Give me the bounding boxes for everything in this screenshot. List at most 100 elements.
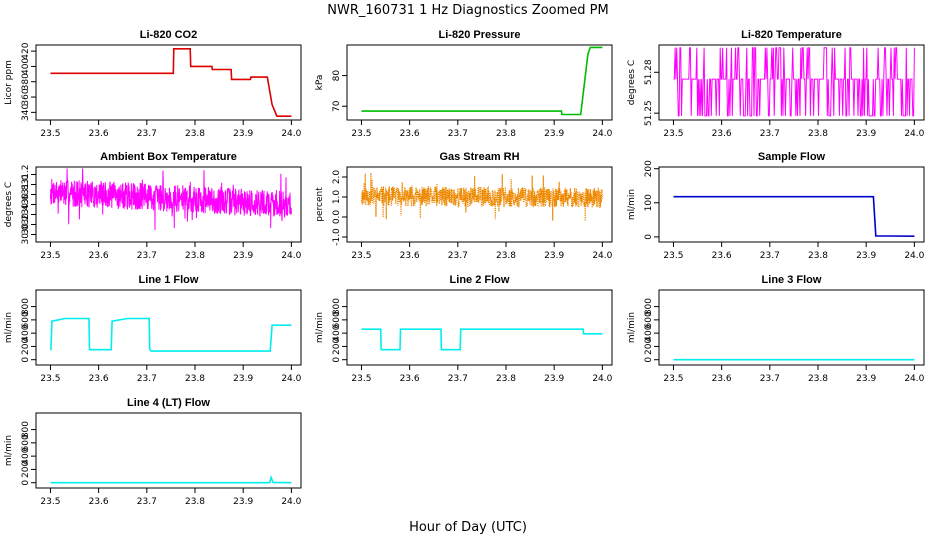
x-tick-label: 23.9 <box>233 129 253 139</box>
series-group <box>50 317 292 352</box>
x-tick-label: 24.0 <box>904 129 924 139</box>
y-axis-label: ml/min <box>4 312 14 343</box>
y-tick-label: 340 <box>21 103 31 120</box>
x-tick-label: 24.0 <box>904 374 924 384</box>
x-tick-label: 23.7 <box>448 129 468 139</box>
y-axis-label: degrees C <box>627 60 637 105</box>
y-tick-label: 200 <box>644 338 654 355</box>
y-tick-label: 31.0 <box>21 174 31 194</box>
x-tick-label: 23.6 <box>89 497 109 507</box>
series-group <box>361 328 603 351</box>
panel-title: Ambient Box Temperature <box>100 151 237 163</box>
panel-title: Gas Stream RH <box>439 151 519 163</box>
x-tick-label: 23.6 <box>712 251 732 261</box>
panel-title: Line 4 (LT) Flow <box>127 397 210 409</box>
y-tick-label: 600 <box>644 311 654 328</box>
series-line <box>361 328 603 351</box>
series-line <box>50 47 292 117</box>
series-group <box>361 46 603 116</box>
x-tick-label: 23.5 <box>351 374 371 384</box>
x-tick-label: 23.8 <box>808 129 828 139</box>
y-tick-label: 51.25 <box>644 100 654 126</box>
panel-title: Line 3 Flow <box>762 274 822 286</box>
plot-frame <box>35 289 302 366</box>
y-tick-label: 30.4 <box>21 204 31 224</box>
y-tick-label: 380 <box>21 73 31 90</box>
figure-x-axis-label: Hour of Day (UTC) <box>409 520 527 535</box>
y-tick-label: 200 <box>332 338 342 355</box>
y-tick-label: -1.0 <box>332 228 342 246</box>
x-tick-label: 23.7 <box>137 497 157 507</box>
series-line <box>50 317 292 352</box>
plot-frame <box>346 289 613 366</box>
x-tick-label: 24.0 <box>904 251 924 261</box>
y-tick-label: 0 <box>644 357 654 363</box>
y-tick-label: 400 <box>21 447 31 464</box>
x-tick-label: 23.9 <box>856 251 876 261</box>
x-tick-label: 23.5 <box>663 251 683 261</box>
y-tick-label: 800 <box>21 298 31 315</box>
x-tick-label: 23.7 <box>760 374 780 384</box>
panel-li-820-co2: Li-820 CO2 23.5 23.6 23.7 23.8 23.9 24.0 340360… <box>4 29 302 139</box>
x-tick-label: 23.5 <box>40 374 60 384</box>
panel-title: Line 1 Flow <box>139 274 199 286</box>
plot-frame <box>658 44 925 121</box>
y-tick-label: 400 <box>21 324 31 341</box>
y-tick-label: 30.8 <box>21 184 31 204</box>
y-axis-label: kPa <box>315 75 325 91</box>
x-tick-label: 23.9 <box>233 497 253 507</box>
series-line <box>361 46 603 116</box>
y-tick-label: 800 <box>332 298 342 315</box>
plot-frame <box>658 166 925 243</box>
panel-title: Line 2 Flow <box>450 274 510 286</box>
y-tick-label: 600 <box>332 311 342 328</box>
x-tick-label: 23.7 <box>760 251 780 261</box>
x-tick-label: 24.0 <box>281 251 301 261</box>
series-line <box>673 195 915 237</box>
panel-li-820-pressure: Li-820 Pressure 23.5 23.6 23.7 23.8 23.9 24.0 7… <box>315 29 613 139</box>
x-tick-label: 23.8 <box>185 497 205 507</box>
panel-title: Li-820 Temperature <box>741 29 842 41</box>
x-tick-label: 23.6 <box>400 251 420 261</box>
series-group <box>673 195 915 237</box>
series-line <box>50 168 292 231</box>
x-tick-label: 24.0 <box>281 129 301 139</box>
x-tick-label: 23.6 <box>89 129 109 139</box>
x-tick-label: 23.8 <box>185 251 205 261</box>
x-tick-label: 23.9 <box>233 251 253 261</box>
x-tick-label: 23.7 <box>137 129 157 139</box>
y-tick-label: 600 <box>21 311 31 328</box>
panel-sample-flow: Sample Flow 23.5 23.6 23.7 23.8 23.9 24.0 0 100 2… <box>627 151 925 261</box>
y-tick-label: 200 <box>21 461 31 478</box>
x-tick-label: 23.6 <box>400 374 420 384</box>
y-tick-label: 0.0 <box>332 210 342 225</box>
series-group <box>50 474 292 484</box>
y-tick-label: 0 <box>644 234 654 240</box>
y-tick-label: 0 <box>21 480 31 486</box>
x-tick-label: 23.5 <box>40 497 60 507</box>
x-tick-label: 23.7 <box>137 374 157 384</box>
series-group <box>673 47 915 117</box>
x-tick-label: 23.9 <box>856 129 876 139</box>
y-axis-label: degrees C <box>4 182 14 227</box>
x-tick-label: 23.8 <box>185 129 205 139</box>
panel-li-820-temperature: Li-820 Temperature 23.5 23.6 23.7 23.8 23.9 24… <box>627 29 925 139</box>
x-tick-label: 23.6 <box>712 374 732 384</box>
y-tick-label: 0 <box>21 357 31 363</box>
x-tick-label: 23.6 <box>89 251 109 261</box>
panel-line-3-flow: Line 3 Flow 23.5 23.6 23.7 23.8 23.9 24.0 0 2004… <box>627 274 925 384</box>
y-tick-label: 70 <box>332 100 342 112</box>
plot-frame <box>35 412 302 489</box>
series-line <box>360 172 603 221</box>
y-axis-label: ml/min <box>315 312 325 343</box>
series-group <box>360 172 603 221</box>
panel-title: Li-820 Pressure <box>439 29 521 41</box>
panel-ambient-box-temperature: Ambient Box Temperature 23.5 23.6 23.7 23.8 2… <box>4 151 302 261</box>
y-tick-label: 400 <box>21 58 31 75</box>
plot-frame <box>346 166 613 243</box>
x-tick-label: 23.7 <box>760 129 780 139</box>
y-tick-label: 1.0 <box>332 190 342 205</box>
x-tick-label: 23.6 <box>400 129 420 139</box>
x-tick-label: 24.0 <box>592 251 612 261</box>
